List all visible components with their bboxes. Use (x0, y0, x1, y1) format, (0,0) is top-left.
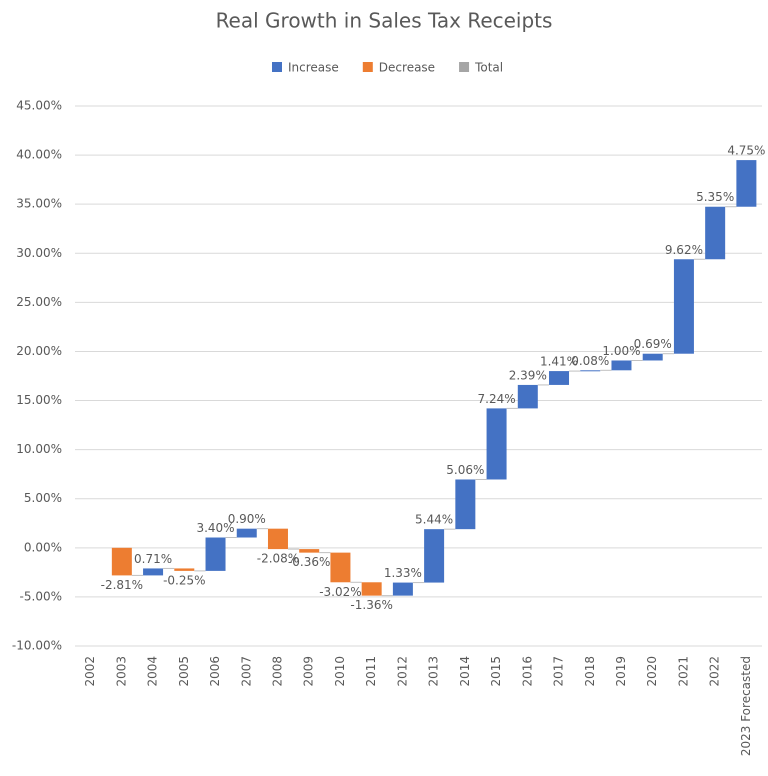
bar (673, 259, 694, 354)
bar (705, 206, 726, 260)
y-tick-label: -10.00% (12, 639, 62, 653)
value-label: 7.24% (478, 392, 516, 406)
value-label: 3.40% (196, 521, 234, 535)
y-tick-label: 45.00% (16, 99, 62, 113)
x-tick-label: 2021 (676, 656, 690, 687)
x-tick-label: 2008 (270, 656, 284, 687)
value-label: 2.39% (509, 368, 547, 382)
legend-label: Total (474, 61, 503, 75)
bar (642, 353, 663, 361)
x-tick-label: 2003 (114, 656, 128, 687)
x-tick-label: 2007 (239, 656, 253, 687)
bar (361, 582, 382, 596)
y-tick-label: 40.00% (16, 148, 62, 162)
value-label: 0.08% (571, 354, 609, 368)
x-tick-label: 2012 (395, 656, 409, 687)
legend-swatch (362, 62, 373, 72)
y-tick-label: 25.00% (16, 295, 62, 309)
bar (330, 552, 351, 583)
value-label: -3.02% (319, 585, 361, 599)
bar (580, 370, 601, 372)
value-label: 0.69% (634, 337, 672, 351)
legend-label: Decrease (379, 61, 435, 75)
legend-swatch (272, 62, 282, 72)
x-tick-label: 2013 (427, 656, 441, 687)
value-label: 4.75% (727, 144, 765, 158)
value-label: 0.90% (228, 512, 266, 526)
x-tick-label: 2009 (302, 656, 316, 687)
bar (205, 537, 226, 571)
legend-swatch (459, 62, 470, 72)
x-tick-label: 2002 (83, 656, 97, 687)
value-label: 1.41% (540, 355, 578, 369)
value-label: 1.00% (602, 344, 640, 358)
bar (549, 371, 570, 385)
bar (611, 360, 632, 371)
x-tick-label: 2004 (146, 656, 160, 687)
y-tick-label: 30.00% (16, 246, 62, 260)
bar (424, 529, 445, 583)
bar (299, 549, 320, 553)
y-tick-label: 5.00% (24, 491, 62, 505)
bar (392, 582, 413, 596)
x-tick-label: 2015 (489, 656, 503, 687)
x-tick-label: 2020 (645, 656, 659, 687)
bar (111, 547, 132, 576)
bar (455, 479, 476, 530)
x-tick-label: 2014 (458, 656, 472, 687)
bar (517, 384, 538, 409)
y-tick-label: 20.00% (16, 344, 62, 358)
value-label: 5.06% (446, 463, 484, 477)
x-tick-label: 2019 (614, 656, 628, 687)
chart-title: Real Growth in Sales Tax Receipts (216, 9, 553, 33)
x-tick-label: 2022 (708, 656, 722, 687)
value-label: -2.81% (101, 578, 143, 592)
y-tick-label: 35.00% (16, 197, 62, 211)
value-label: -1.36% (350, 598, 392, 612)
x-tick-label: 2018 (583, 656, 597, 687)
value-label: -0.36% (288, 555, 330, 569)
bar (736, 160, 757, 207)
value-label: 1.33% (384, 566, 422, 580)
value-label: -2.08% (257, 552, 299, 566)
value-label: 9.62% (665, 243, 703, 257)
legend-label: Increase (288, 61, 339, 75)
bar (143, 568, 164, 576)
y-tick-label: 10.00% (16, 442, 62, 456)
x-tick-label: 2017 (552, 656, 566, 687)
x-tick-label: 2005 (177, 656, 191, 687)
y-tick-label: -5.00% (20, 589, 62, 603)
value-label: 5.44% (415, 513, 453, 527)
x-tick-label: 2010 (333, 656, 347, 687)
x-tick-label: 2006 (208, 656, 222, 687)
x-tick-label: 2023 Forecasted (739, 656, 753, 756)
x-tick-label: 2016 (520, 656, 534, 687)
bar (174, 568, 195, 571)
y-tick-label: 0.00% (24, 540, 62, 554)
y-tick-label: 15.00% (16, 393, 62, 407)
value-label: 0.71% (134, 552, 172, 566)
value-label: 5.35% (696, 190, 734, 204)
bar (486, 408, 507, 480)
x-tick-label: 2011 (364, 656, 378, 687)
bar (267, 528, 288, 550)
bar (236, 528, 257, 538)
value-label: -0.25% (163, 573, 205, 587)
